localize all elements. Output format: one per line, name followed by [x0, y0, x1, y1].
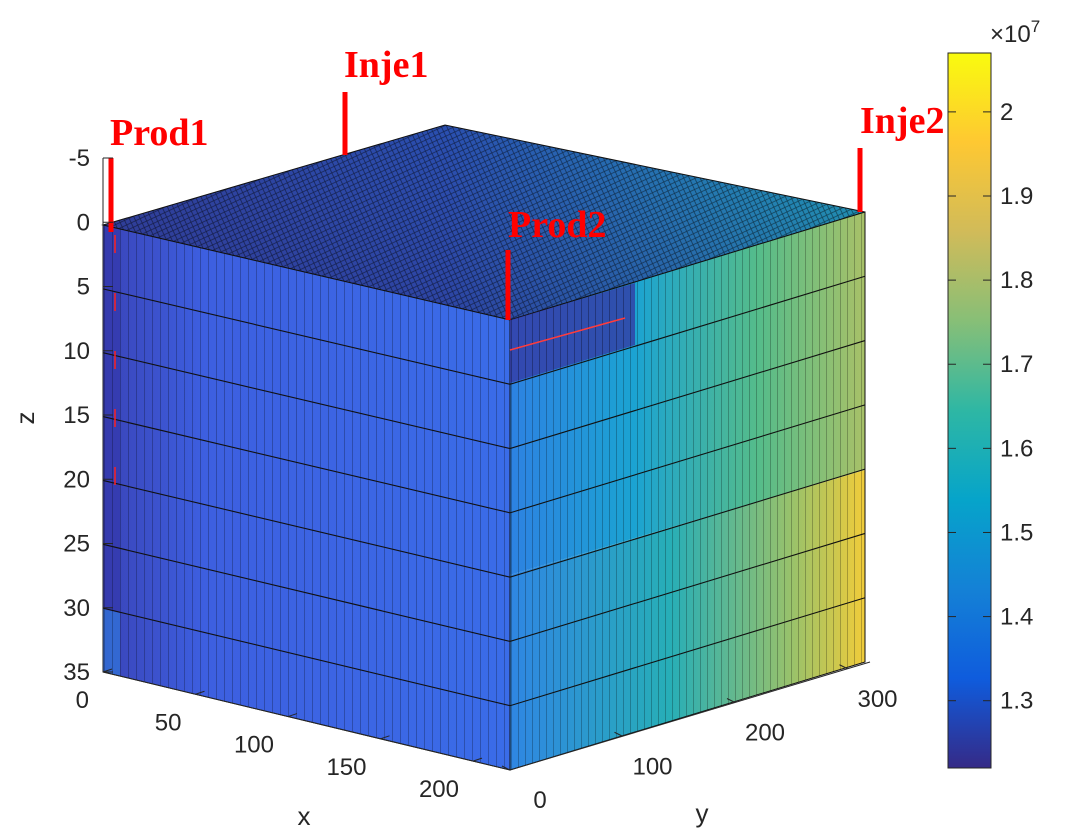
y-tick-mark — [501, 765, 511, 771]
colorbar-tick-label: 1.5 — [1000, 519, 1033, 546]
y-tick-label: 100 — [632, 753, 672, 780]
x-tick-label: 100 — [234, 732, 274, 759]
x-tick-mark — [287, 713, 298, 718]
colorbar-gradient — [947, 52, 992, 769]
x-tick-label: 0 — [76, 687, 89, 714]
layer-line — [102, 404, 866, 514]
x-tick-label: 200 — [419, 776, 459, 803]
colorbar-ticks: 1.3 1.4 1.5 1.6 1.7 1.8 1.9 2 — [948, 99, 1033, 715]
x-axis-label: x — [298, 801, 311, 831]
z-tick-label: 10 — [63, 338, 90, 365]
z-tick-label: -5 — [69, 145, 90, 172]
y-tick-mark — [839, 664, 848, 670]
z-axis-label: z — [10, 412, 40, 425]
layer-line — [102, 275, 866, 385]
x-tick-mark — [472, 757, 483, 762]
z-tick-label: 35 — [63, 659, 90, 686]
wells: Prod1 Inje1 Prod2 Inje2 — [108, 44, 944, 520]
colorbar-exponent: 7 — [1031, 17, 1040, 36]
x-tick-mark — [102, 668, 113, 673]
colorbar-tick-label: 1.3 — [1000, 688, 1033, 715]
z-tick-label: 20 — [63, 466, 90, 493]
y-ticks: 0 100 200 300 — [501, 664, 898, 814]
y-tick-label: 300 — [857, 686, 897, 713]
y-tick-mark — [614, 731, 623, 737]
z-tick-label: 5 — [77, 274, 90, 301]
y-axis: 0 100 200 300 y — [501, 661, 898, 828]
colorbar-tick-label: 1.6 — [1000, 435, 1033, 462]
x-tick-label: 50 — [155, 709, 182, 736]
well-inje1-label: Inje1 — [344, 44, 428, 86]
colorbar-exponent-label: ×107 — [990, 17, 1040, 48]
z-axis: -5 0 5 10 15 20 25 30 35 z — [10, 145, 113, 686]
z-tick-label: 25 — [63, 531, 90, 558]
x-tick-label: 150 — [326, 754, 366, 781]
layer-lines — [102, 275, 866, 707]
layer-line — [102, 532, 866, 642]
layer-line — [102, 597, 866, 707]
colorbar: 1.3 1.4 1.5 1.6 1.7 1.8 1.9 2 ×107 — [947, 17, 1040, 769]
colorbar-tick-label: 1.7 — [1000, 351, 1033, 378]
y-tick-label: 0 — [533, 787, 546, 814]
y-tick-label: 200 — [745, 720, 785, 747]
y-axis-label: y — [696, 798, 709, 828]
x-ticks: 0 50 100 150 200 — [76, 668, 483, 803]
low-pressure-block — [509, 283, 635, 383]
layer-line — [102, 340, 866, 450]
x-axis: 0 50 100 150 200 x — [76, 668, 511, 831]
z-tick-label: 0 — [77, 209, 90, 236]
well-inje2-label: Inje2 — [860, 100, 944, 142]
layer-line — [102, 468, 866, 578]
colorbar-tick-label: 2 — [1000, 99, 1013, 126]
well-prod2-label: Prod2 — [508, 204, 607, 246]
y-tick-mark — [726, 698, 736, 703]
colorbar-tick-label: 1.8 — [1000, 267, 1033, 294]
colorbar-tick-label: 1.4 — [1000, 604, 1033, 631]
top-face — [101, 124, 866, 321]
well-prod1-label: Prod1 — [110, 112, 209, 154]
x-tick-mark — [380, 735, 390, 740]
colorbar-tick-label: 1.9 — [1000, 183, 1033, 210]
x-tick-mark — [195, 690, 205, 695]
z-tick-label: 15 — [63, 402, 90, 429]
z-tick-label: 30 — [63, 595, 90, 622]
front-left-face — [102, 224, 511, 771]
z-ticks: -5 0 5 10 15 20 25 30 35 — [63, 145, 113, 686]
